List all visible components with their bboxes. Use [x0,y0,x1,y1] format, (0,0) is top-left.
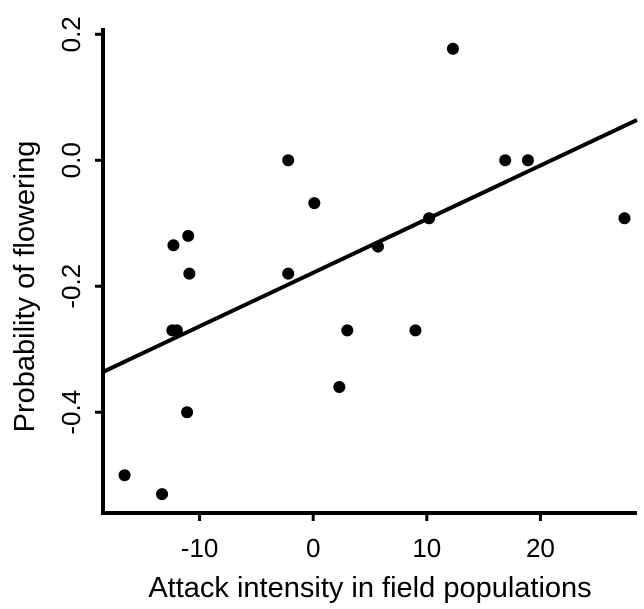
data-point [183,267,196,280]
y-ticks: 0.2 0.0 -0.2 -0.4 [56,16,103,435]
data-points [118,42,631,501]
x-tick-label: 0 [306,533,320,563]
data-point [409,324,422,337]
data-point [521,154,534,167]
data-point [167,239,180,252]
y-tick-label: 0.2 [56,16,86,52]
data-point [170,324,183,337]
data-point [156,488,169,501]
x-tick-label: 20 [526,533,555,563]
data-point [181,406,194,419]
x-axis-title: Attack intensity in field populations [148,572,591,604]
data-point [282,154,295,167]
data-point [446,42,459,55]
y-axis-title: Probability of flowering [9,141,41,433]
data-point [308,197,321,210]
y-tick-label: 0.0 [56,142,86,178]
x-ticks: -10 0 10 20 [181,513,555,563]
x-tick-label: -10 [181,533,219,563]
x-tick-label: 10 [412,533,441,563]
data-point [499,154,512,167]
data-point [341,324,354,337]
data-point [618,212,631,225]
regression-line [102,118,638,374]
y-tick-label: -0.4 [56,390,86,435]
data-point [182,229,195,242]
data-point [333,381,346,394]
y-tick-label: -0.2 [56,264,86,309]
data-point [282,267,295,280]
data-point [118,469,131,482]
